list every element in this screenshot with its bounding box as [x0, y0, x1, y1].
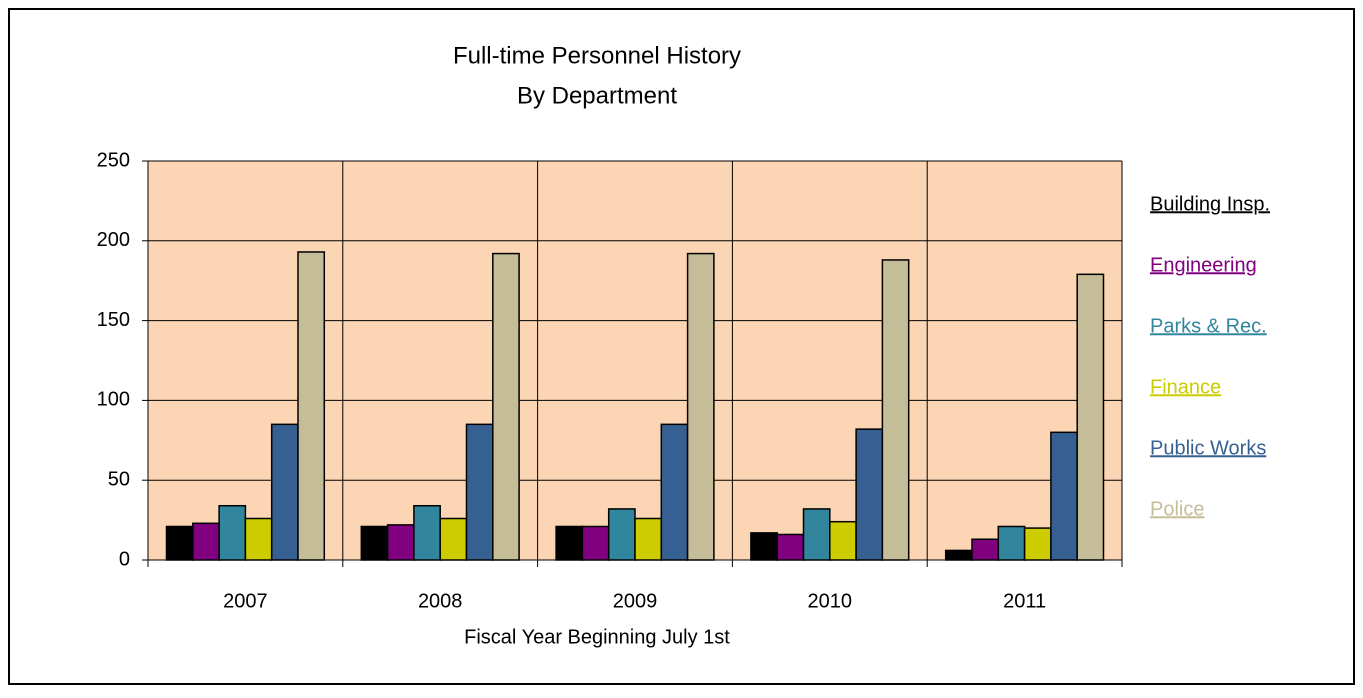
legend-entry: Engineering [1150, 254, 1257, 276]
bar [1050, 431, 1078, 561]
bar [881, 259, 910, 561]
bar [634, 517, 663, 561]
legend-entry: Parks & Rec. [1150, 315, 1267, 337]
bar [855, 428, 884, 561]
y-tick-label: 250 [97, 149, 130, 171]
x-tick-label: 2007 [223, 590, 268, 612]
bar [971, 538, 1000, 561]
bar [244, 517, 273, 561]
bar [492, 252, 520, 561]
bar [555, 525, 584, 561]
legend-entry: Police [1150, 498, 1204, 520]
y-tick-label: 50 [108, 468, 130, 490]
y-tick-label: 150 [97, 309, 130, 331]
bar [360, 525, 389, 561]
y-tick-label: 0 [119, 548, 130, 570]
bar [386, 524, 415, 561]
bar [660, 423, 689, 561]
bar [802, 508, 831, 561]
bar [607, 508, 636, 561]
bar [686, 252, 715, 561]
x-axis-label: Fiscal Year Beginning July 1st [464, 626, 730, 648]
legend-entry: Finance [1150, 376, 1221, 398]
bar [439, 517, 468, 561]
y-tick-label: 100 [97, 389, 130, 411]
bar [776, 533, 805, 561]
bar [1023, 527, 1052, 561]
bar [944, 549, 973, 561]
y-tick-label: 200 [97, 229, 130, 251]
legend-entry: Public Works [1150, 437, 1266, 459]
bar [997, 525, 1026, 561]
chart-title: Full-time Personnel History [453, 42, 741, 69]
bar [192, 522, 220, 561]
legend-entry: Building Insp. [1150, 193, 1270, 215]
x-tick-label: 2008 [418, 590, 463, 612]
bar [165, 525, 194, 561]
bar [218, 504, 247, 561]
bar [829, 520, 857, 561]
bar [581, 525, 610, 561]
chart-subtitle: By Department [517, 82, 677, 109]
bar [465, 423, 494, 561]
bar [750, 532, 778, 561]
bar [297, 251, 326, 561]
x-tick-label: 2010 [808, 590, 853, 612]
bar [413, 504, 441, 561]
bar [270, 423, 299, 561]
x-tick-label: 2009 [613, 590, 658, 612]
bar [1076, 273, 1105, 561]
x-tick-label: 2011 [1003, 590, 1046, 612]
